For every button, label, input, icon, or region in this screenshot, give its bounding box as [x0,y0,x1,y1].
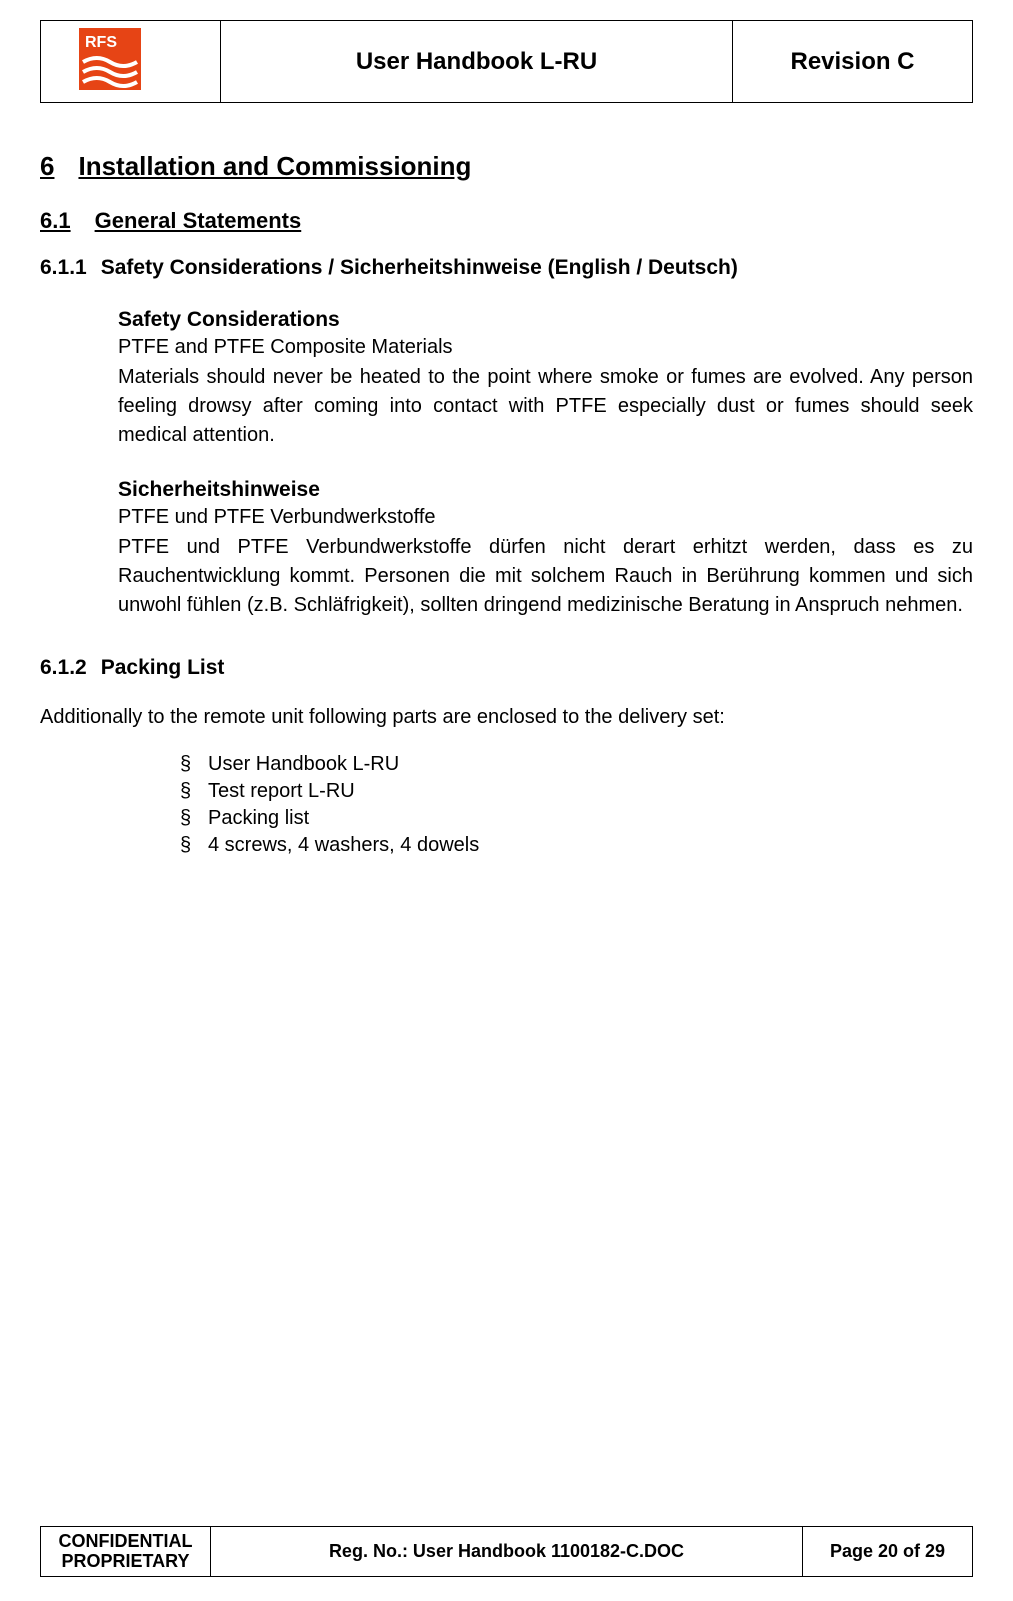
list-item-label: User Handbook L-RU [208,753,399,775]
section-heading-3b: 6.1.2 Packing List [40,656,973,680]
svg-text:RFS: RFS [85,34,117,51]
footer-table: CONFIDENTIAL PROPRIETARY Reg. No.: User … [40,1526,973,1577]
h3a-text: Safety Considerations / Sicherheitshinwe… [101,256,738,279]
list-item: §4 screws, 4 washers, 4 dowels [180,834,973,857]
h3b-number: 6.1.2 [40,656,87,679]
h3a-number: 6.1.1 [40,256,87,279]
packing-list: §User Handbook L-RU §Test report L-RU §P… [180,753,973,857]
bullet-icon: § [180,807,208,830]
header-title: User Handbook L-RU [221,21,733,103]
safety-de-sub: PTFE und PTFE Verbundwerkstoffe [118,506,973,529]
rfs-logo-icon: RFS [79,28,141,90]
h2-number: 6.1 [40,208,71,233]
list-item: §User Handbook L-RU [180,753,973,776]
h1-number: 6 [40,151,54,181]
footer-classification: CONFIDENTIAL PROPRIETARY [41,1526,211,1576]
section-heading-2: 6.1 General Statements [40,208,973,234]
list-item: §Packing list [180,807,973,830]
safety-block: Safety Considerations PTFE and PTFE Comp… [118,308,973,620]
header-table: RFS User Handbook L-RU Revision C [40,20,973,103]
section-heading-1: 6 Installation and Commissioning [40,151,973,182]
list-item: §Test report L-RU [180,780,973,803]
footer-page-number: Page 20 of 29 [803,1526,973,1576]
safety-en-title: Safety Considerations [118,308,973,332]
safety-en-sub: PTFE and PTFE Composite Materials [118,336,973,359]
footer-left-line2: PROPRIETARY [51,1551,200,1572]
list-item-label: Test report L-RU [208,780,355,802]
footer-regno: Reg. No.: User Handbook 1100182-C.DOC [211,1526,803,1576]
section-heading-3a: 6.1.1 Safety Considerations / Sicherheits… [40,256,973,280]
bullet-icon: § [180,834,208,857]
packing-intro: Additionally to the remote unit followin… [40,706,973,729]
safety-de-text: PTFE und PTFE Verbundwerkstoffe dürfen n… [118,533,973,620]
list-item-label: Packing list [208,807,309,829]
h1-text: Installation and Commissioning [78,151,471,181]
h2-text: General Statements [95,208,302,233]
h3b-text: Packing List [101,656,225,679]
header-revision: Revision C [733,21,973,103]
bullet-icon: § [180,753,208,776]
bullet-icon: § [180,780,208,803]
list-item-label: 4 screws, 4 washers, 4 dowels [208,834,479,856]
header-logo-cell: RFS [41,21,221,103]
safety-de-title: Sicherheitshinweise [118,478,973,502]
footer-left-line1: CONFIDENTIAL [51,1531,200,1552]
safety-en-text: Materials should never be heated to the … [118,363,973,450]
page: RFS User Handbook L-RU Revision C 6 Insta… [0,0,1013,1601]
